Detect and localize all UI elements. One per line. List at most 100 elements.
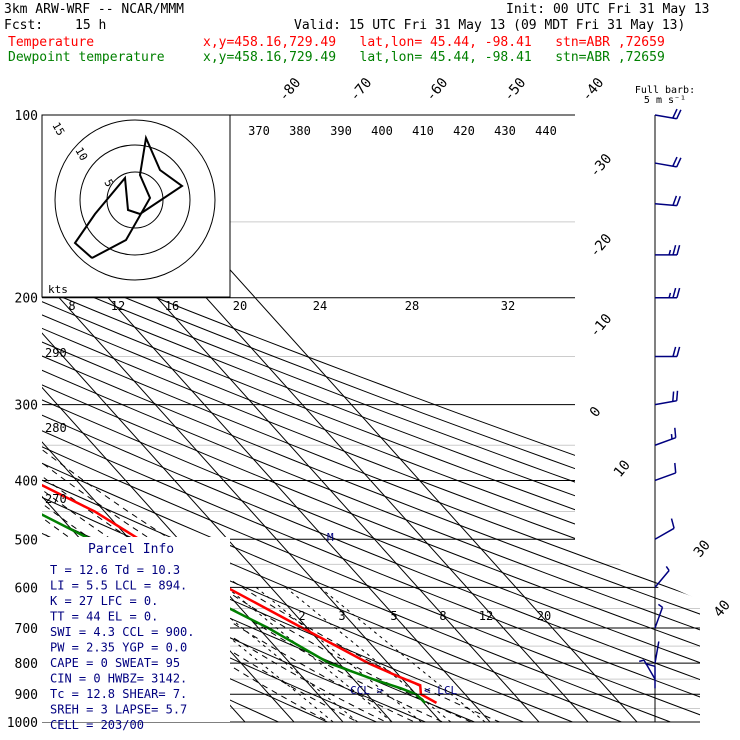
hodograph-speed-unit: kts (48, 283, 68, 296)
wind-barb (654, 641, 660, 664)
wind-barb (654, 346, 681, 358)
dewpoint-location: x,y=458.16,729.49 lat,lon= 45.44, -98.41… (203, 50, 665, 65)
valid-time: Valid: 15 UTC Fri 31 May 13 (09 MDT Fri … (294, 18, 686, 33)
wind-barb-feather (670, 518, 675, 529)
wind-barb (654, 518, 675, 540)
hodo-speed-label-20: 20 (233, 299, 247, 313)
wind-barb-feather (665, 565, 670, 571)
pressure-label-100: 100 (15, 109, 38, 124)
hodograph-ring (79, 144, 191, 256)
wind-barb-shaft (654, 472, 676, 482)
wind-barb-shaft (654, 527, 675, 540)
wind-barb-feather (676, 195, 682, 206)
dry-adiabat (42, 115, 700, 722)
mixing-ratio-line (255, 586, 422, 722)
dry-adiabat (42, 115, 700, 722)
hodograph-trace (73, 134, 184, 259)
isotherm-label--10: -10 (587, 311, 616, 341)
wind-barb-feather (672, 346, 677, 357)
wind-barb-feather (672, 391, 675, 402)
isotherm-label-40: 40 (711, 597, 734, 620)
isotherm-label--30: -30 (587, 151, 616, 181)
mixing-ratio-label-20: 20 (537, 609, 551, 623)
theta-label-370: 370 (248, 124, 270, 138)
parcel-info-row: K = 27 LFC = 0. (50, 594, 158, 608)
wind-barb-feather (668, 249, 672, 256)
temperature-profile (42, 115, 438, 704)
isotherm-label--70: -70 (347, 75, 376, 105)
parcel-info-row: SREH = 3 LAPSE= 5.7 (50, 703, 187, 717)
wind-barb-feather (675, 390, 679, 401)
theta-label-430: 430 (494, 124, 516, 138)
wind-barb-shaft (654, 641, 660, 664)
isotherm-label-30: 30 (691, 537, 714, 560)
dewpoint-legend: Dewpoint temperature (8, 50, 165, 65)
dry-adiabat (42, 115, 700, 722)
dry-adiabat (42, 115, 700, 722)
wind-barb-feather (676, 287, 681, 298)
parcel-info-row: TT = 44 EL = 0. (50, 610, 158, 624)
moist-adiabat (42, 297, 355, 722)
wind-barb-feather (639, 659, 645, 663)
pressure-label-500: 500 (15, 533, 38, 548)
wind-barb-feather (674, 427, 677, 438)
pressure-label-700: 700 (15, 622, 38, 637)
isotherm-label--80: -80 (276, 75, 305, 105)
mixing-ratio-label-8: 8 (439, 609, 446, 623)
wind-barb-feather (657, 603, 663, 608)
wind-barb (639, 659, 656, 680)
isotherm-label-0: 0 (587, 404, 605, 421)
hodo-speed-label-12: 12 (111, 299, 125, 313)
isotherm (0, 87, 12, 735)
full-barb-unit: 5 m s⁻¹ (644, 95, 686, 106)
dry-adiabat (42, 115, 700, 722)
isotherm (42, 115, 453, 722)
hodograph-ring (54, 119, 216, 281)
mixing-ratio-label-5: 5 (390, 609, 397, 623)
wind-barb-feather (670, 434, 673, 440)
forecast-hour: 15 h (75, 18, 107, 33)
isotherm-label--20: -20 (587, 231, 616, 261)
model-title: 3km ARW-WRF -- NCAR/MMM (4, 2, 185, 17)
wind-barb-feather (672, 195, 678, 206)
hodograph-box (41, 114, 231, 298)
lcl-marker: < LCL (424, 684, 457, 697)
dry-adiabat (42, 115, 700, 722)
melting-level-marker: M (327, 531, 334, 544)
wind-barb (654, 245, 681, 256)
theta-left-label-280: 280 (45, 421, 67, 435)
isotherm-label--60: -60 (423, 75, 452, 105)
parcel-info-row: SWI = 4.3 CCL = 900. (50, 625, 195, 639)
ccl-marker: CCL > (350, 684, 383, 697)
hodograph-ring-label-15: 15 (49, 120, 67, 138)
parcel-info-row: PW = 2.35 YGP = 0.0 (50, 641, 187, 655)
parcel-info-bg (42, 537, 230, 722)
dry-adiabat (42, 115, 700, 722)
wind-barb-shaft (654, 607, 664, 629)
parcel-info-row: LI = 5.5 LCL = 894. (50, 579, 187, 593)
pressure-label-900: 900 (15, 688, 38, 703)
wind-barb-feather (674, 462, 677, 473)
isotherm-label-10: 10 (611, 457, 634, 480)
pressure-label-200: 200 (15, 292, 38, 307)
theta-label-420: 420 (453, 124, 475, 138)
wind-barb-feather (672, 287, 677, 298)
pressure-label-600: 600 (15, 581, 38, 596)
init-time: Init: 00 UTC Fri 31 May 13 (506, 2, 710, 17)
dry-adiabat (42, 115, 700, 722)
hodo-speed-label-8: 8 (68, 299, 75, 313)
wind-barb-feather (672, 245, 677, 256)
isotherm (42, 115, 355, 722)
wind-barb-shaft (643, 659, 656, 680)
parcel-info-box: Parcel Info T = 12.6 Td = 10.3 LI = 5.5 LC… (42, 537, 230, 732)
wind-barb (654, 287, 681, 299)
hodograph-ring-label-10: 10 (72, 145, 90, 163)
full-barb-label: Full barb: (635, 85, 695, 96)
wind-barb (654, 108, 682, 120)
pressure-label-1000: 1000 (7, 716, 38, 731)
mixing-ratio-line (226, 586, 393, 722)
parcel-info-row: CIN = 0 HWBZ= 3142. (50, 672, 187, 686)
mixing-ratio-line (319, 586, 486, 722)
